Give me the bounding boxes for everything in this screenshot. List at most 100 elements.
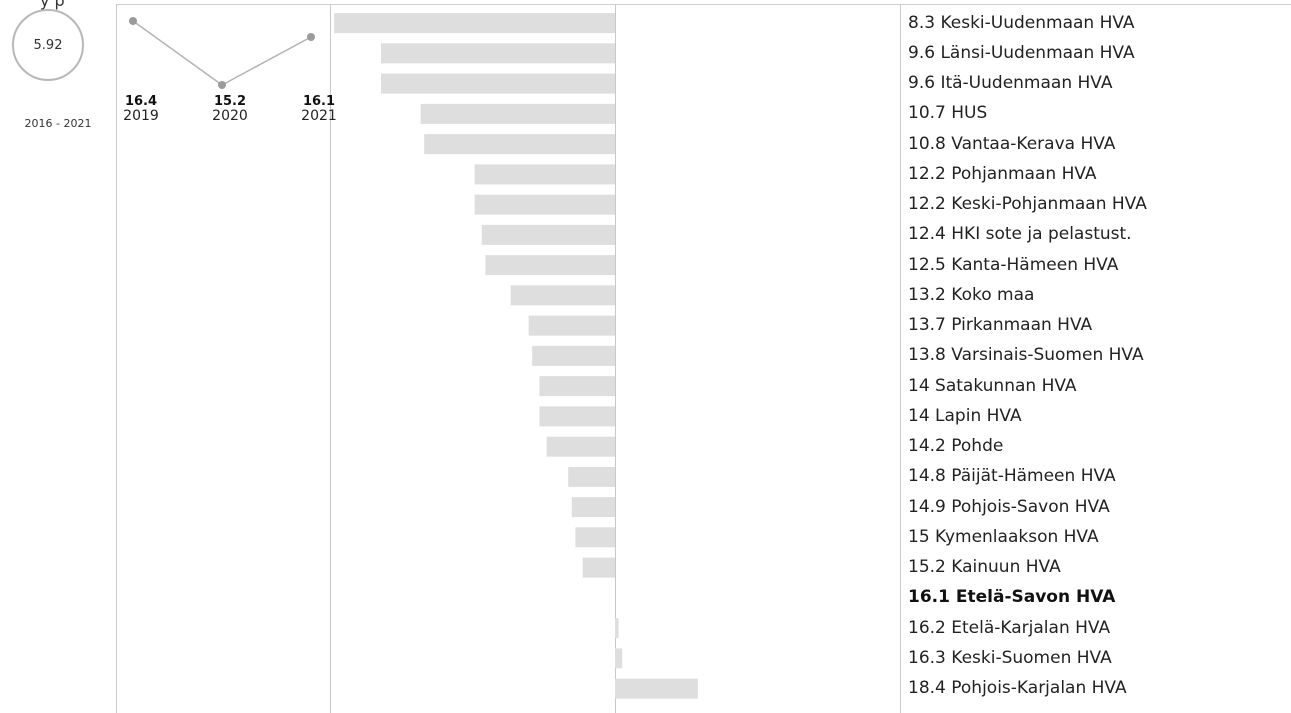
top-border <box>116 4 1291 5</box>
bar-label: 10.7 HUS <box>908 98 987 128</box>
bar-label: 14.9 Pohjois-Savon HVA <box>908 492 1110 522</box>
bar-label: 15 Kymenlaakson HVA <box>908 522 1099 552</box>
bar-value-label: 9.6 <box>908 73 936 93</box>
bar-value-label: 15 <box>908 526 930 547</box>
bar-category-label: Pirkanmaan HVA <box>945 315 1093 335</box>
bar-label: 12.4 HKI sote ja pelastust. <box>908 219 1132 249</box>
bar-label: 18.4 Pohjois-Karjalan HVA <box>908 673 1127 703</box>
bar-value-label: 13.7 <box>908 315 946 335</box>
index-value: 5.92 <box>33 37 63 53</box>
trend-point <box>218 81 226 89</box>
bar-category-label: HUS <box>945 103 988 124</box>
bar-label: 14.2 Pohde <box>908 431 1003 461</box>
bar-category-label: Pohjanmaan HVA <box>945 163 1097 184</box>
bar-label: 9.6 Itä-Uudenmaan HVA <box>908 68 1112 98</box>
bar-value-label: 14.9 <box>908 496 946 517</box>
bar-label: 9.6 Länsi-Uudenmaan HVA <box>908 38 1135 68</box>
clipped-heading: y p <box>40 0 65 10</box>
bar <box>539 406 615 427</box>
bar-category-label: Päijät-Hämeen HVA <box>945 466 1116 487</box>
bar <box>615 648 623 669</box>
bar-label: 12.5 Kanta-Hämeen HVA <box>908 250 1118 280</box>
bar-category-label: Pohjois-Savon HVA <box>945 496 1110 517</box>
bar <box>528 315 615 336</box>
bar-value-label: 16.1 <box>908 587 950 608</box>
bar-value-label: 10.7 <box>908 103 946 124</box>
bar <box>485 255 615 276</box>
bar-label: 16.1 Etelä-Savon HVA <box>908 582 1115 612</box>
bar-value-label: 18.4 <box>908 678 946 698</box>
bar <box>532 345 615 366</box>
bar <box>615 618 619 639</box>
bar-label: 12.2 Pohjanmaan HVA <box>908 159 1097 189</box>
bar <box>474 194 615 215</box>
bar-value-label: 13.2 <box>908 284 946 305</box>
divider-sparkline <box>330 4 331 713</box>
bar-label: 14.8 Päijät-Hämeen HVA <box>908 461 1116 491</box>
bar <box>474 164 615 185</box>
bar-category-label: Länsi-Uudenmaan HVA <box>935 42 1135 63</box>
bar-label: 13.2 Koko maa <box>908 280 1034 310</box>
trend-column: 16.1 2021 <box>294 95 344 124</box>
trend-value: 16.4 <box>124 94 158 109</box>
trend-column: 15.2 2020 <box>205 94 255 124</box>
bar-value-label: 13.8 <box>908 345 946 366</box>
divider-labels <box>900 4 901 713</box>
trend-year: 2021 <box>301 108 337 124</box>
bar-category-label: Itä-Uudenmaan HVA <box>935 73 1113 93</box>
bar-value-label: 14 <box>908 375 930 396</box>
bar-label: 13.7 Pirkanmaan HVA <box>908 310 1092 340</box>
bar-value-label: 14 <box>908 405 930 426</box>
trend-sparkline <box>129 17 315 89</box>
bar-category-label: Varsinais-Suomen HVA <box>945 345 1144 366</box>
bar-category-label: Etelä-Karjalan HVA <box>945 617 1111 638</box>
bar-value-label: 15.2 <box>908 557 946 577</box>
divider-left <box>116 4 117 713</box>
bar-category-label: Koko maa <box>945 284 1035 305</box>
bar-category-label: Kymenlaakson HVA <box>929 526 1099 547</box>
bar-category-label: Vantaa-Kerava HVA <box>945 133 1116 154</box>
trend-column: 16.4 2019 <box>116 94 166 124</box>
bar-value-label: 14.8 <box>908 466 946 487</box>
period-label: 2016 - 2021 <box>24 117 92 130</box>
bar-value-label: 10.8 <box>908 133 946 154</box>
bar-label: 14 Lapin HVA <box>908 401 1022 431</box>
bar-value-label: 16.3 <box>908 647 946 668</box>
bar-value-label: 12.5 <box>908 254 946 275</box>
bar-category-label: Pohde <box>945 436 1004 456</box>
bar-category-label: Etelä-Savon HVA <box>949 587 1116 608</box>
bar <box>481 224 615 245</box>
bar <box>575 527 615 548</box>
bar-value-label: 12.2 <box>908 163 946 184</box>
bar-label: 12.2 Keski-Pohjanmaan HVA <box>908 189 1147 219</box>
bar-label: 8.3 Keski-Uudenmaan HVA <box>908 8 1135 38</box>
bar <box>510 285 615 306</box>
bar <box>424 134 615 155</box>
bar-label: 10.8 Vantaa-Kerava HVA <box>908 129 1115 159</box>
bar <box>615 678 698 699</box>
trend-year: 2019 <box>123 108 159 124</box>
bar-category-label: Keski-Suomen HVA <box>945 647 1112 668</box>
bar-label: 13.8 Varsinais-Suomen HVA <box>908 340 1144 370</box>
bar-category-label: Keski-Uudenmaan HVA <box>935 12 1135 33</box>
bar <box>381 73 615 94</box>
bar-value-label: 8.3 <box>908 12 936 33</box>
bar-value-label: 16.2 <box>908 617 946 638</box>
bar-label: 15.2 Kainuun HVA <box>908 552 1061 582</box>
bar <box>568 466 615 487</box>
bar-label: 14 Satakunnan HVA <box>908 371 1077 401</box>
bar <box>539 376 615 397</box>
trend-value: 15.2 <box>213 94 247 109</box>
bar <box>334 13 615 34</box>
trend-point <box>307 33 315 41</box>
bar-label: 16.2 Etelä-Karjalan HVA <box>908 613 1110 643</box>
bar <box>546 436 615 457</box>
bar <box>381 43 615 64</box>
bar-label: 16.3 Keski-Suomen HVA <box>908 643 1112 673</box>
bar-category-label: HKI sote ja pelastust. <box>945 224 1132 245</box>
trend-point <box>129 17 137 25</box>
bar-value-label: 14.2 <box>908 436 946 456</box>
bar-category-label: Keski-Pohjanmaan HVA <box>945 194 1147 214</box>
bar-value-label: 12.2 <box>908 194 946 214</box>
